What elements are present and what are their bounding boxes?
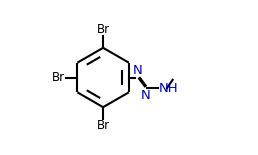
Text: N: N (141, 89, 150, 102)
Text: Br: Br (96, 119, 110, 132)
Text: Br: Br (96, 23, 110, 36)
Text: N: N (132, 64, 142, 77)
Text: Br: Br (52, 71, 65, 84)
Text: NH: NH (158, 82, 178, 95)
